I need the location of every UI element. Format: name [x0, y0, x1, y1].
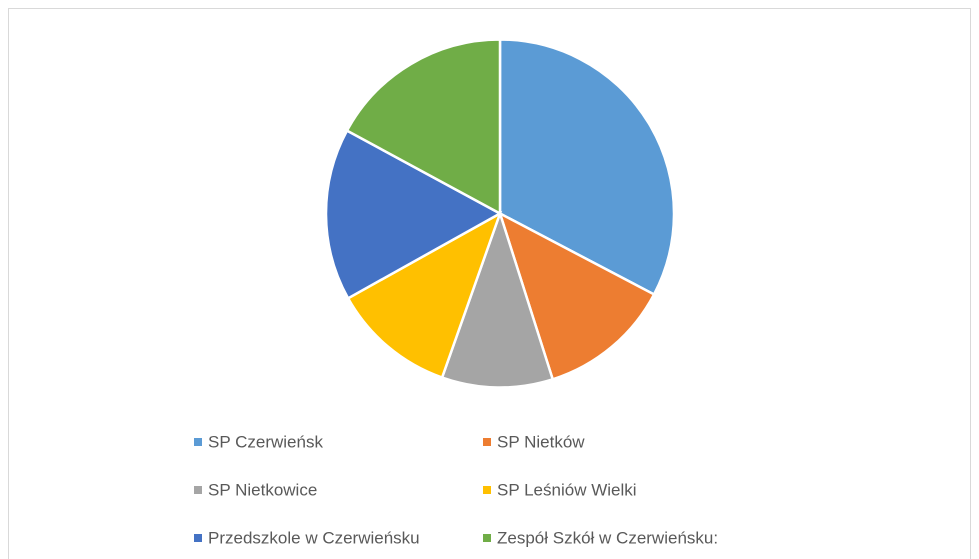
- legend-label: Zespół Szkół w Czerwieńsku:: [497, 528, 718, 547]
- pie-slice: [324, 128, 503, 300]
- legend-label: Przedszkole w Czerwieńsku: [208, 528, 420, 547]
- legend-marker: [483, 438, 491, 446]
- legend-marker: [194, 486, 202, 494]
- legend-marker: [194, 534, 202, 542]
- pie-slice: [497, 210, 656, 381]
- legend-marker: [483, 486, 491, 494]
- pie-slice: [440, 209, 555, 389]
- pie-slice: [346, 210, 503, 380]
- legend-marker: [483, 534, 491, 542]
- legend-label: SP Nietkowice: [208, 480, 317, 499]
- legend-label: SP Czerwieńsk: [208, 432, 323, 451]
- legend-label: SP Leśniów Wielki: [497, 480, 637, 499]
- legend-label: SP Nietków: [497, 432, 585, 451]
- pie-slice: [498, 38, 676, 297]
- legend-marker: [194, 438, 202, 446]
- pie-slice: [345, 38, 502, 216]
